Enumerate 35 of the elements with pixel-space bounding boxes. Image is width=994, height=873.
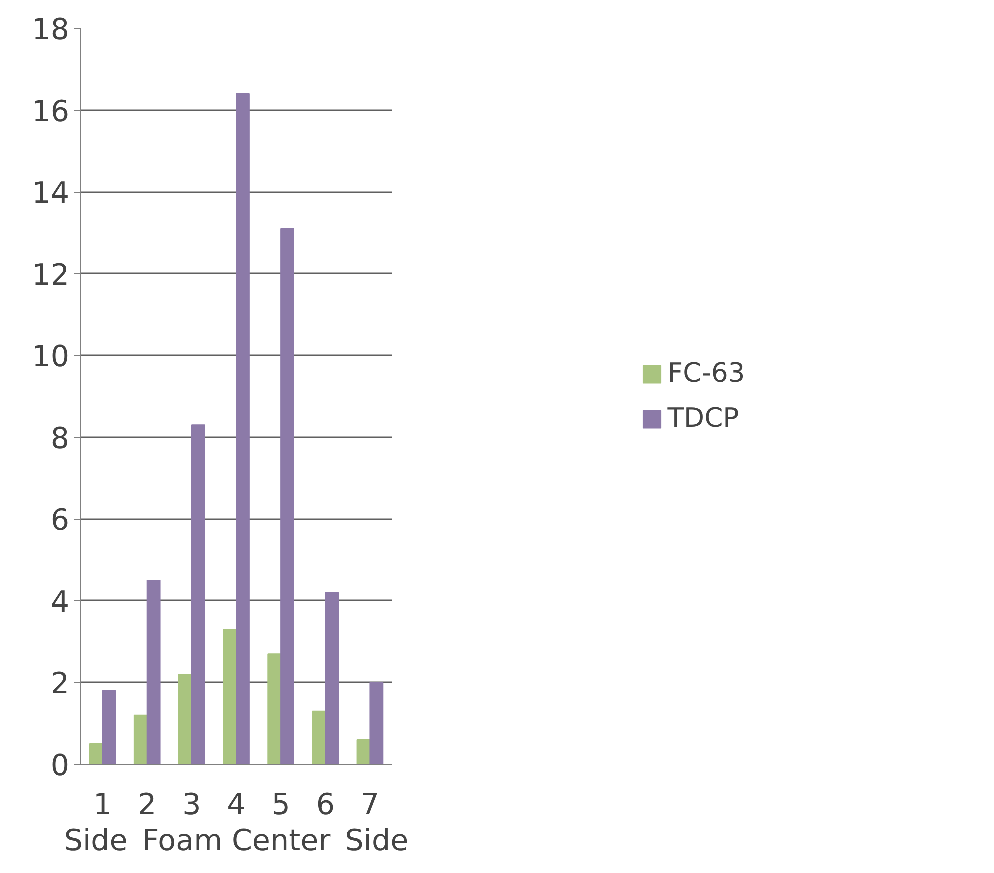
bar xyxy=(223,629,237,764)
bar xyxy=(370,682,384,764)
y-tick-label: 4 xyxy=(50,584,70,619)
bar xyxy=(312,710,326,764)
bar xyxy=(236,93,250,764)
x-tick-label: 5 xyxy=(272,788,290,822)
y-tick-label: 10 xyxy=(32,340,70,374)
x-tick-label: 6 xyxy=(316,788,335,822)
y-tick-label: 6 xyxy=(50,503,70,538)
x-tick-label: 2 xyxy=(138,788,157,822)
text: Foam Center xyxy=(142,824,332,858)
bar xyxy=(89,744,104,764)
y-tick-label: 2 xyxy=(50,666,70,701)
y-tick-label: 14 xyxy=(32,176,70,210)
bar xyxy=(325,592,340,764)
bar xyxy=(191,424,206,764)
x-tick-label: 7 xyxy=(360,788,380,822)
y-tick-label: 18 xyxy=(32,12,70,46)
y-tick-label: 12 xyxy=(32,258,70,292)
text: Side xyxy=(64,824,128,858)
x-tick-label: 4 xyxy=(227,788,246,822)
y-tick-label: 0 xyxy=(50,748,70,782)
bar xyxy=(146,580,161,764)
bar xyxy=(102,690,116,764)
text: Side xyxy=(345,824,409,858)
x-tick-label: 1 xyxy=(93,788,112,822)
y-tick-label: 8 xyxy=(50,421,70,456)
x-tick-label: 3 xyxy=(182,788,202,822)
bar xyxy=(178,674,192,764)
legend-label: TDCP xyxy=(668,403,740,434)
legend-label: FC-63 xyxy=(668,358,746,389)
y-tick-label: 16 xyxy=(32,94,70,128)
bar xyxy=(280,228,294,764)
bar xyxy=(134,714,148,764)
bar xyxy=(268,654,282,764)
